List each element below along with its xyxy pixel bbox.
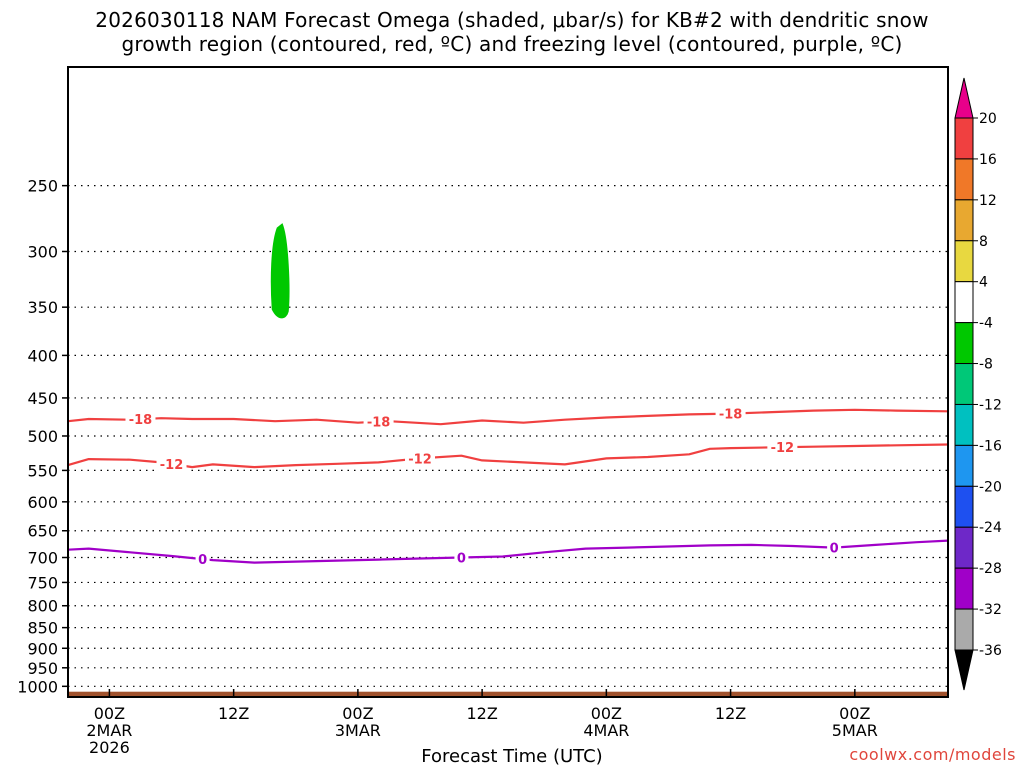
contour-label-1-1: -12 (408, 452, 432, 467)
x-tick-label-2-0: 00Z (342, 704, 373, 723)
x-tick-label-0-2: 2026 (89, 738, 130, 757)
x-tick-label-4-0: 00Z (591, 704, 622, 723)
y-tick-label-400: 400 (27, 346, 58, 365)
terrain-layer (68, 691, 948, 697)
contour-label-bg-0-1 (363, 413, 394, 430)
contour-label-0-1: -18 (367, 416, 391, 431)
colorbar-label-7: -12 (979, 397, 1002, 413)
x-tick-label-6-1: 5MAR (832, 721, 878, 740)
colorbar-label-10: -24 (979, 520, 1002, 536)
contour-line-0 (67, 408, 949, 426)
contour-label-0-2: -18 (719, 408, 743, 423)
colorbar-box-8 (954, 444, 974, 487)
x-tick-label-2-1: 3MAR (335, 721, 381, 740)
contour-label-1-2: -12 (771, 441, 795, 456)
colorbar-box-6 (954, 363, 974, 405)
colorbar-box-10 (954, 526, 974, 569)
x-tick-label-6-0: 00Z (839, 704, 870, 723)
contour-label-bg-1-1 (405, 450, 435, 467)
y-tick-label-1000: 1000 (17, 677, 58, 696)
terrain-strip (68, 691, 948, 697)
y-tick-label-550: 550 (27, 461, 58, 480)
colorbar-label-8: -16 (979, 438, 1002, 454)
chart-title: 2026030118 NAM Forecast Omega (shaded, μ… (0, 8, 1024, 56)
colorbar-label-5: -4 (979, 316, 993, 332)
contour-label-2-1: 0 (457, 552, 466, 567)
x-axis-label: Forecast Time (UTC) (421, 746, 603, 767)
contour-label-bg-1-2 (767, 439, 798, 456)
colorbar-bottom-arrow (954, 649, 974, 691)
colorbar-label-2: 12 (979, 193, 997, 209)
y-tick-label-800: 800 (27, 597, 58, 616)
colorbar-label-0: 20 (979, 111, 997, 127)
y-tick-label-450: 450 (27, 389, 58, 408)
y-tick-label-850: 850 (27, 619, 58, 638)
contour-label-0-0: -18 (129, 413, 153, 428)
y-tick-label-600: 600 (27, 493, 58, 512)
y-tick-label-900: 900 (27, 639, 58, 658)
contour-label-bg-1-0 (156, 456, 187, 473)
contour-lines: -18 -18 -18 -12 -12 -12 0 0 0 (67, 405, 949, 568)
colorbar-box-11 (954, 567, 974, 610)
colorbar-label-12: -32 (979, 602, 1002, 618)
contour-label-bg-2-1 (454, 549, 469, 566)
omega-shading (270, 223, 290, 319)
colorbar-box-4 (954, 281, 974, 324)
colorbar-box-2 (954, 199, 974, 242)
contour-label-bg-0-2 (715, 405, 746, 422)
colorbar-top-arrow (954, 77, 974, 119)
colorbar-box-12 (954, 608, 974, 651)
y-tick-label-700: 700 (27, 549, 58, 568)
y-tick-label-500: 500 (27, 427, 58, 446)
x-tick-label-3-0: 12Z (466, 704, 497, 723)
contour-label-bg-2-2 (827, 539, 842, 556)
colorbar-label-1: 16 (979, 152, 997, 168)
x-tick-label-0-1: 2MAR (86, 721, 132, 740)
colorbar: 20 16 12 8 4 -4 -8 -12 -16 -20 -24 -28 -32 -36 (954, 77, 1002, 691)
contour-line-1 (67, 443, 949, 469)
colorbar-box-3 (954, 240, 974, 283)
y-tick-label-350: 350 (27, 298, 58, 317)
colorbar-label-13: -36 (979, 643, 1002, 659)
colorbar-label-9: -20 (979, 479, 1002, 495)
colorbar-box-9 (954, 485, 974, 528)
y-tick-label-950: 950 (27, 659, 58, 678)
contour-label-bg-0-0 (125, 411, 156, 428)
colorbar-label-3: 8 (979, 234, 988, 250)
title-line-1: 2026030118 NAM Forecast Omega (shaded, μ… (95, 8, 929, 32)
y-tick-label-250: 250 (27, 177, 58, 196)
grid-lines (68, 185, 948, 687)
contour-label-1-0: -12 (160, 458, 184, 473)
x-tick-label-0-0: 00Z (94, 704, 125, 723)
x-tick-label-1-0: 12Z (218, 704, 249, 723)
x-tick-label-4-1: 4MAR (583, 721, 629, 740)
contour-label-2-0: 0 (198, 553, 207, 568)
x-tick-label-5-0: 12Z (715, 704, 746, 723)
colorbar-box-5 (954, 322, 974, 365)
colorbar-label-4: 4 (979, 275, 988, 291)
title-line-2: growth region (contoured, red, ºC) and f… (121, 32, 903, 56)
y-tick-label-300: 300 (27, 242, 58, 261)
colorbar-box-1 (954, 158, 974, 201)
y-tick-label-750: 750 (27, 573, 58, 592)
colorbar-box-0 (954, 117, 974, 160)
site-credit: coolwx.com/models (849, 745, 1016, 764)
contour-label-2-2: 0 (830, 542, 839, 557)
plot-frame (67, 66, 949, 698)
y-axis: 2503003504004505005506006507007508008509… (17, 177, 68, 696)
omega-area-0 (270, 223, 290, 319)
y-tick-label-650: 650 (27, 522, 58, 541)
colorbar-label-6: -8 (979, 357, 993, 373)
contour-label-bg-2-0 (195, 551, 210, 568)
colorbar-box-7 (954, 403, 974, 446)
colorbar-label-11: -28 (979, 561, 1002, 577)
